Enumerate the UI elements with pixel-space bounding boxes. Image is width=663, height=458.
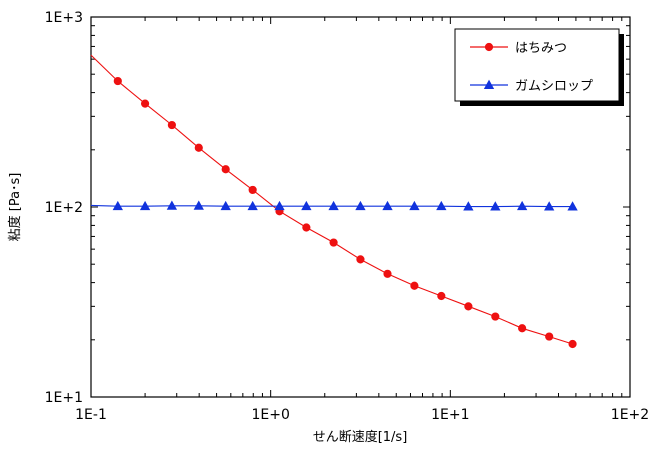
data-point — [140, 99, 150, 108]
legend-marker — [484, 42, 494, 52]
data-point — [274, 200, 285, 211]
x-tick-label: 1E+0 — [251, 407, 289, 423]
data-point — [490, 201, 501, 211]
data-point — [437, 291, 446, 301]
y-tick-label: 1E+3 — [45, 10, 83, 26]
data-point — [112, 200, 123, 211]
x-tick-label: 1E-1 — [75, 407, 107, 423]
data-point — [113, 76, 122, 86]
data-point — [464, 302, 473, 311]
y-tick-label: 1E+2 — [45, 200, 83, 216]
data-point — [516, 200, 528, 211]
data-point — [248, 185, 257, 195]
data-point — [491, 312, 500, 321]
data-point — [382, 200, 393, 211]
data-point — [194, 143, 203, 152]
legend-label: ガムシロップ — [515, 79, 593, 94]
x-tick-label: 1E+1 — [431, 407, 469, 423]
data-point — [409, 200, 420, 211]
data-point — [221, 165, 230, 174]
data-point — [355, 200, 366, 211]
data-point — [329, 238, 338, 247]
data-point — [463, 201, 474, 211]
data-point — [302, 223, 311, 232]
data-point — [545, 332, 554, 341]
data-point — [567, 201, 578, 211]
y-tick-label: 1E+1 — [45, 390, 83, 406]
data-point — [518, 324, 527, 333]
x-axis-label: せん断速度[1/s] — [313, 429, 408, 445]
legend-label: はちみつ — [515, 41, 567, 56]
data-point — [139, 200, 151, 211]
data-point — [167, 120, 176, 130]
series-2 — [90, 200, 578, 211]
y-axis: 1E+1 1E+2 1E+3 — [45, 10, 630, 406]
y-axis-label: 粘度 [Pa･s] — [7, 173, 23, 242]
data-point — [328, 200, 339, 211]
data-point — [247, 200, 258, 211]
data-point — [193, 200, 204, 210]
data-point — [436, 200, 447, 211]
data-point — [356, 255, 365, 264]
legend-box — [454, 28, 620, 102]
data-point — [220, 200, 231, 211]
data-point — [568, 339, 577, 349]
data-point — [410, 281, 419, 290]
data-point — [301, 200, 312, 211]
legend-marker — [483, 79, 495, 89]
data-point — [383, 269, 392, 278]
data-point — [544, 201, 555, 211]
series-layer — [90, 54, 578, 349]
data-point — [166, 200, 178, 210]
x-axis: 1E-1 1E+0 1E+1 1E+2 — [75, 17, 649, 423]
x-tick-label: 1E+2 — [611, 407, 649, 423]
series-1 — [90, 54, 577, 349]
